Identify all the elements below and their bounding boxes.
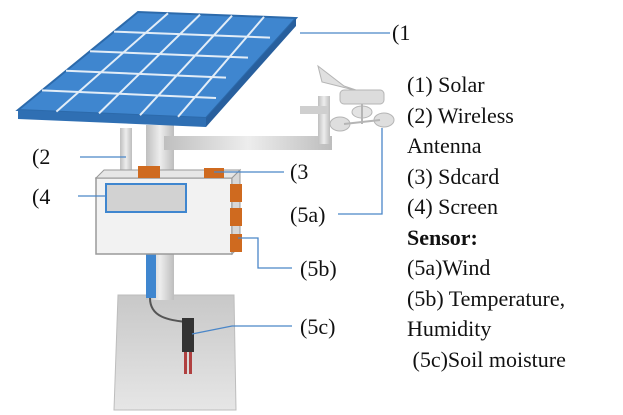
leader-temperature [238, 237, 292, 269]
callout-solar: (1 [392, 20, 410, 45]
sensor-port-2 [230, 208, 242, 226]
pole-cable [146, 254, 156, 298]
callout-sdcard: (3 [290, 159, 308, 184]
legend-sensor-heading: Sensor: [407, 224, 478, 250]
logger-screen [105, 183, 187, 213]
sensor-arm-riser [318, 96, 330, 144]
wind-sensor [300, 64, 395, 132]
logger-box [94, 166, 242, 256]
leader-soil [191, 325, 292, 335]
legend-screen: (4) Screen [407, 194, 499, 219]
legend-solar: (1) Solar [407, 72, 485, 97]
legend-soil: (5c)Soil moisture [407, 346, 566, 372]
legend-temperature: (5b) Temperature, [407, 285, 566, 311]
antenna-post [120, 128, 132, 178]
callout-wind: (5a) [290, 202, 325, 227]
leader-wind [338, 128, 383, 215]
legend-wind: (5a)Wind [407, 255, 491, 280]
legend: (1) Solar (2) Wireless Antenna (3) Sdcar… [407, 70, 622, 375]
ground-block [113, 294, 237, 411]
antenna-port [204, 168, 224, 178]
legend-sdcard: (3) Sdcard [407, 163, 500, 189]
sensor-port-3 [230, 234, 242, 252]
callout-screen: (4 [32, 184, 50, 209]
sensor-port-1 [230, 184, 242, 202]
sensor-arm [164, 136, 332, 150]
callout-antenna: (2 [32, 144, 50, 169]
callout-temperature: (5b) [300, 256, 337, 281]
legend-humidity: Humidity [407, 316, 492, 341]
soil-probe [149, 297, 194, 374]
solar-panel [15, 10, 299, 127]
legend-antenna: Antenna [407, 133, 482, 158]
legend-wireless: (2) Wireless [407, 102, 514, 128]
sdcard-slot [138, 166, 160, 178]
callout-soil: (5c) [300, 314, 335, 339]
